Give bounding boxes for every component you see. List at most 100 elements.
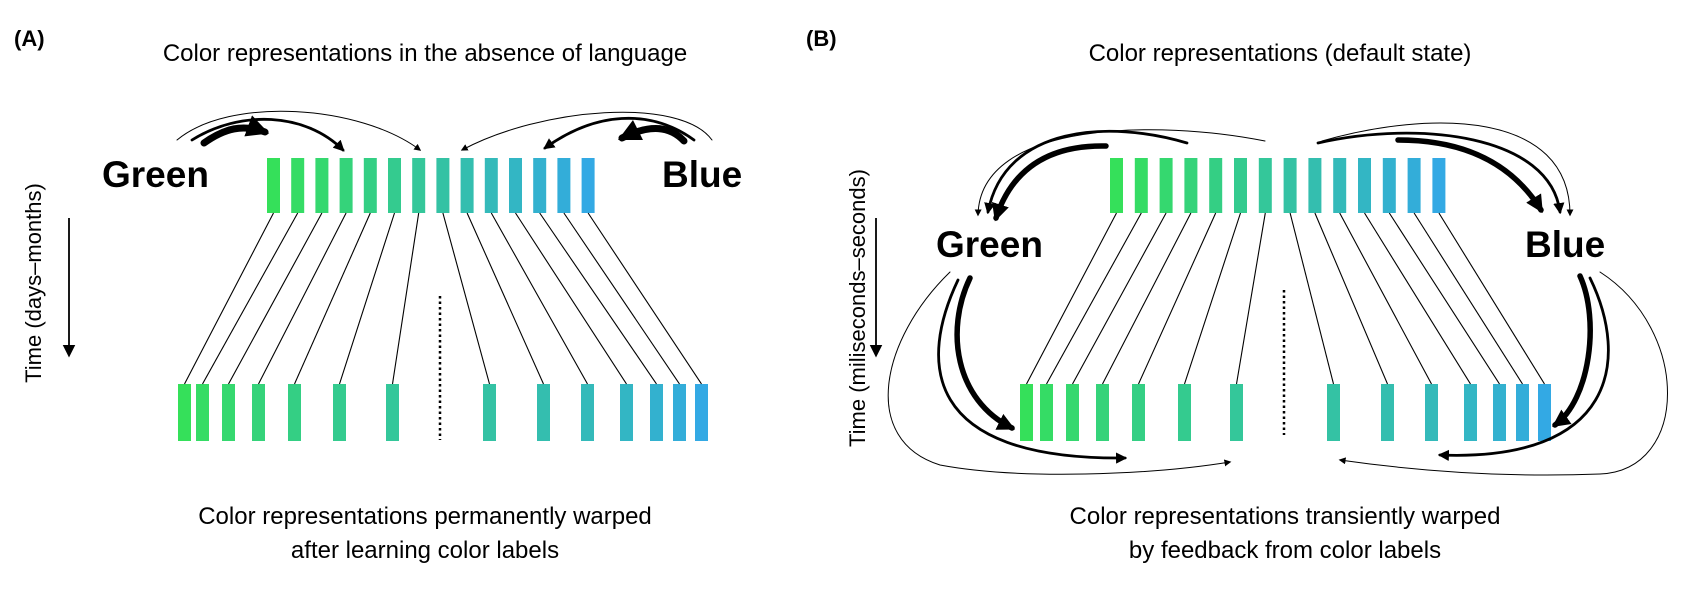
mapping-line [587, 212, 702, 385]
top-color-bar [1258, 158, 1272, 213]
mapping-line [228, 212, 323, 385]
blue-weak-top-arrow [1321, 122, 1574, 217]
bottom-color-bar [1020, 384, 1033, 441]
top-color-bar [1283, 158, 1297, 213]
bottom-color-bar [1132, 384, 1145, 441]
mapping-line [1364, 212, 1471, 385]
bottom-color-bar [620, 384, 633, 441]
bottom-color-bar [1096, 384, 1109, 441]
blue-weak-bottom-arrow [1338, 271, 1668, 476]
top-color-bar [1308, 158, 1322, 213]
top-color-bar [1358, 158, 1371, 213]
green-mid-arrow [190, 117, 345, 152]
mapping-line [338, 212, 396, 385]
top-color-bar [533, 158, 547, 213]
bottom-color-bar [178, 384, 191, 441]
mapping-line [1413, 212, 1523, 385]
bottom-color-bar [1230, 384, 1243, 441]
mapping-line [490, 212, 588, 385]
mapping-line [202, 212, 299, 385]
top-color-bar [509, 158, 522, 213]
top-color-bar [1159, 158, 1173, 213]
mapping-line [293, 212, 371, 385]
top-color-bar [1209, 158, 1223, 213]
mapping-line [258, 212, 347, 385]
mapping-line [184, 212, 274, 385]
panel-b-green-word: Green [936, 224, 1043, 265]
top-color-bar [1134, 158, 1148, 213]
green-weak-arrow [176, 110, 422, 151]
mapping-line [539, 212, 657, 385]
top-color-bar [363, 158, 377, 213]
top-color-bar [484, 158, 498, 213]
bottom-color-bar [1066, 384, 1079, 441]
top-color-bar [315, 158, 329, 213]
panel-a-label: (A) [14, 26, 45, 51]
mapping-line [1046, 212, 1142, 385]
top-color-bar [1234, 158, 1247, 213]
panel-b-label: (B) [806, 26, 837, 51]
panel-b-title: Color representations (default state) [1088, 40, 1472, 67]
mapping-line [1339, 212, 1432, 385]
mapping-line [1137, 212, 1217, 385]
green-strong-arrow [200, 115, 270, 147]
bottom-color-bar [1381, 384, 1394, 441]
bottom-color-bar [386, 384, 399, 441]
blue-strong-top-arrow [1395, 137, 1544, 213]
panel-b-graphics [869, 122, 1668, 476]
bottom-color-bar [333, 384, 346, 441]
bottom-color-bar [537, 384, 550, 441]
top-color-bar [291, 158, 305, 213]
panel-a-title: Color representations in the absence of … [162, 40, 688, 67]
panel-b-blue-word: Blue [1525, 224, 1606, 265]
top-color-bar [1407, 158, 1421, 213]
top-color-bar [1382, 158, 1396, 213]
bottom-color-bar [288, 384, 301, 441]
blue-mid-bottom-arrow [1437, 276, 1610, 461]
bottom-color-bar [483, 384, 496, 441]
mapping-line [1102, 212, 1192, 385]
top-color-bar [1432, 158, 1446, 213]
top-color-bar [436, 158, 450, 213]
panel-b-caption-line1: Color representations transiently warped [1069, 503, 1501, 530]
bottom-color-bar [222, 384, 235, 441]
blue-mid-arrow [543, 116, 696, 150]
bottom-color-bar [1464, 384, 1477, 441]
top-color-bar [388, 158, 401, 213]
mapping-line [442, 212, 491, 385]
top-color-bar [412, 158, 426, 213]
mapping-line [1026, 212, 1117, 385]
bottom-color-bar [1040, 384, 1053, 441]
panel-a-graphics [62, 110, 713, 441]
bottom-color-bar [581, 384, 594, 441]
mapping-line [1235, 212, 1266, 385]
top-color-bar [267, 158, 280, 213]
top-color-bar [1333, 158, 1347, 213]
top-color-bar [581, 158, 595, 213]
mapping-line [563, 212, 680, 385]
panel-a-caption-line2: after learning color labels [290, 537, 560, 564]
green-strong-bottom-arrow [954, 275, 1016, 431]
green-strong-top-arrow [992, 143, 1109, 222]
green-weak-bottom-arrow [887, 271, 1232, 475]
mapping-line [1072, 212, 1167, 385]
bottom-color-bar [1327, 384, 1340, 441]
mapping-line [1388, 212, 1500, 385]
panel-b-caption-line2: by feedback from color labels [1128, 537, 1442, 564]
panel-b-time-axis-label: Time (miliseconds–seconds) [845, 169, 870, 447]
mapping-line [1438, 212, 1545, 385]
bottom-color-bar [1425, 384, 1438, 441]
panel-a-blue-word: Blue [662, 154, 743, 195]
blue-strong-bottom-arrow [1552, 273, 1593, 428]
bottom-color-bar [252, 384, 265, 441]
mapping-line [1183, 212, 1242, 385]
green-mid-bottom-arrow [937, 278, 1128, 464]
bottom-color-bar [673, 384, 686, 441]
green-mid-top-arrow [984, 129, 1189, 215]
panel-a-caption: Color representations permanently warped… [110, 500, 740, 568]
top-color-bar [1184, 158, 1198, 213]
top-color-bar [339, 158, 353, 213]
panel-a-green-word: Green [102, 154, 209, 195]
bottom-color-bar [1538, 384, 1551, 441]
